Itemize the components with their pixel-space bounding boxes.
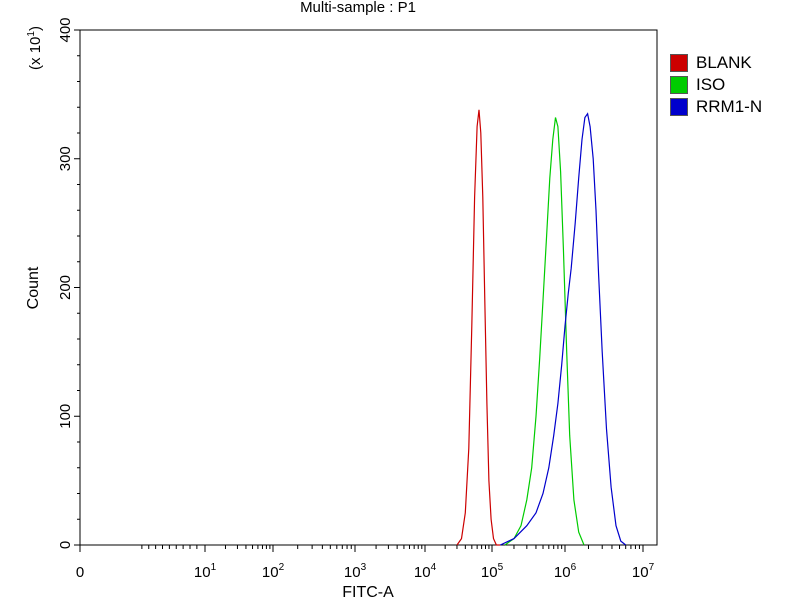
series-line-rrm1-n — [500, 112, 627, 546]
legend-label-iso: ISO — [696, 75, 726, 94]
x-tick-label: 102 — [262, 562, 285, 581]
x-tick-label: 105 — [481, 562, 504, 581]
x-tick-label: 106 — [554, 562, 577, 581]
legend-item-iso: ISO — [670, 74, 762, 96]
y-axis-multiplier: (x 101) — [26, 26, 44, 70]
legend-swatch-rrm1-n — [670, 98, 688, 116]
x-tick-label: 107 — [632, 562, 655, 581]
series-line-iso — [504, 117, 585, 546]
x-tick-label: 0 — [76, 564, 84, 581]
y-tick-label: 0 — [57, 541, 74, 549]
x-axis-label: FITC-A — [342, 584, 394, 600]
x-tick-label: 101 — [194, 562, 217, 581]
chart-title: Multi-sample : P1 — [300, 0, 416, 16]
y-tick-label: 400 — [57, 17, 74, 42]
x-axis-ticks: 0 101 102 103 104 105 106 107 — [76, 545, 655, 581]
y-tick-label: 300 — [57, 146, 74, 171]
legend-label-blank: BLANK — [696, 53, 752, 72]
legend-item-blank: BLANK — [670, 52, 762, 74]
y-multiplier-close: ) — [27, 26, 44, 31]
x-tick-label: 103 — [344, 562, 367, 581]
legend-swatch-iso — [670, 76, 688, 94]
y-multiplier-exponent: 1 — [26, 31, 37, 37]
legend-swatch-blank — [670, 54, 688, 72]
y-axis-ticks: 0 100 200 300 400 — [57, 17, 80, 549]
legend-label-rrm1-n: RRM1-N — [696, 97, 763, 116]
series-lines — [456, 109, 627, 546]
y-tick-label: 200 — [57, 275, 74, 300]
x-tick-label: 104 — [414, 562, 437, 581]
y-tick-label: 100 — [57, 404, 74, 429]
plot-frame — [79, 29, 658, 546]
legend-item-rrm1-n: RRM1-N — [670, 96, 762, 118]
series-line-blank — [456, 109, 501, 546]
legend: BLANK ISO RRM1-N — [670, 52, 762, 118]
y-axis-label: Count — [25, 266, 42, 309]
y-multiplier-label: (x 10 — [27, 37, 44, 70]
